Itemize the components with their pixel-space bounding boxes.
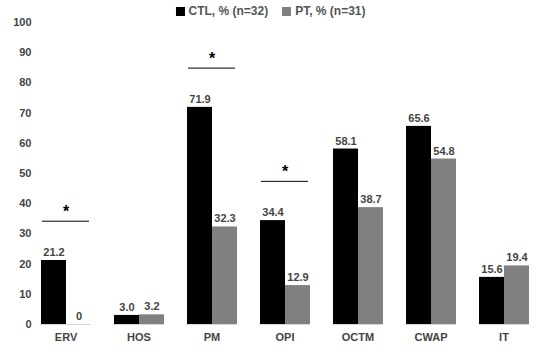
svg-text:32.3: 32.3 [214,212,235,224]
svg-text:CWAP: CWAP [415,331,448,343]
svg-text:38.7: 38.7 [360,193,381,205]
svg-text:21.2: 21.2 [43,246,64,258]
svg-text:ERV: ERV [55,331,78,343]
svg-text:*: * [282,163,289,180]
svg-text:12.9: 12.9 [287,271,308,283]
svg-text:0: 0 [25,318,31,330]
svg-text:54.8: 54.8 [433,145,454,157]
svg-text:IT: IT [499,331,509,343]
svg-text:34.4: 34.4 [262,206,284,218]
svg-text:3.0: 3.0 [119,301,134,313]
svg-text:70: 70 [19,107,31,119]
svg-text:15.6: 15.6 [481,263,502,275]
svg-text:65.6: 65.6 [408,112,429,124]
svg-text:30: 30 [19,227,31,239]
svg-text:40: 40 [19,197,31,209]
svg-text:0: 0 [76,310,82,322]
svg-text:HOS: HOS [127,331,151,343]
svg-text:OCTM: OCTM [342,331,374,343]
svg-text:100: 100 [13,16,31,28]
svg-text:3.2: 3.2 [144,300,159,312]
svg-text:50: 50 [19,167,31,179]
svg-text:71.9: 71.9 [189,93,210,105]
svg-text:PM: PM [204,331,221,343]
svg-text:10: 10 [19,288,31,300]
svg-text:*: * [209,50,216,67]
svg-text:90: 90 [19,46,31,58]
svg-text:58.1: 58.1 [335,135,356,147]
svg-text:19.4: 19.4 [506,251,528,263]
svg-text:OPI: OPI [276,331,295,343]
svg-text:60: 60 [19,137,31,149]
html-text:CTL, % (n=32): CTL, % (n=32) [188,4,269,18]
svg-text:*: * [63,203,70,220]
svg-text:20: 20 [19,258,31,270]
svg-text:80: 80 [19,76,31,88]
html-text:PT, % (n=31): PT, % (n=31) [295,4,366,18]
